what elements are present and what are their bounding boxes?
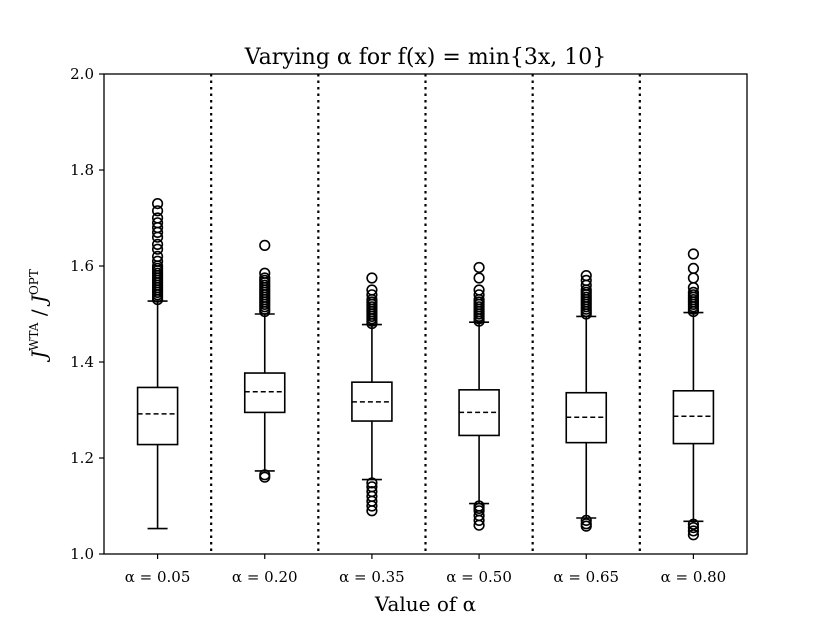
y-tick-label: 2.0	[70, 65, 94, 83]
box-group	[136, 198, 179, 530]
outlier-point	[687, 529, 700, 541]
outlier-point	[366, 477, 378, 489]
outlier-point	[366, 284, 378, 296]
outlier-point	[151, 238, 164, 250]
outlier-point	[151, 255, 164, 267]
outlier-point	[259, 239, 271, 251]
outlier-point	[151, 205, 164, 217]
plot-frame	[103, 73, 748, 555]
y-tick-label: 1.6	[70, 257, 94, 275]
outlier-point	[580, 274, 592, 287]
x-tick-label: α = 0.50	[446, 568, 512, 586]
outlier-point	[473, 284, 485, 296]
outlier-point	[151, 250, 164, 262]
outlier-point	[151, 212, 164, 224]
box	[672, 389, 715, 445]
box-group	[458, 261, 500, 531]
x-tick-label: α = 0.65	[553, 568, 619, 586]
box-group	[243, 239, 286, 483]
outlier-point	[473, 519, 485, 531]
outlier-point	[687, 518, 700, 530]
outlier-point	[687, 272, 700, 284]
outlier-point	[366, 505, 378, 517]
outlier-point	[259, 471, 271, 483]
outlier-point	[473, 289, 485, 301]
box	[243, 372, 286, 414]
outlier-point	[580, 520, 592, 532]
outlier-point	[259, 272, 271, 284]
box-group	[672, 248, 715, 541]
box-group	[565, 270, 608, 532]
y-axis-title-num-sup: WTA	[27, 322, 41, 351]
outlier-point	[151, 198, 164, 210]
outlier-point	[473, 272, 485, 284]
outlier-point	[687, 262, 700, 275]
y-tick-label: 1.2	[70, 449, 94, 467]
outlier-point	[687, 248, 700, 260]
y-axis-title-den: J	[27, 294, 51, 307]
x-axis-title: Value of α	[374, 592, 476, 616]
outlier-point	[151, 243, 164, 255]
outlier-point	[687, 525, 700, 537]
x-tick-label: α = 0.80	[661, 568, 727, 586]
y-tick-label: 1.0	[70, 545, 94, 563]
outlier-point	[473, 261, 485, 274]
outlier-point	[687, 286, 700, 299]
chart-title: Varying α for f(x) = min{3x, 10}	[244, 45, 607, 70]
x-tick-label: α = 0.20	[232, 568, 298, 586]
box-group	[351, 272, 393, 517]
outlier-point	[366, 289, 378, 301]
outlier-point	[366, 500, 378, 512]
y-axis-title-sep: /	[27, 303, 51, 322]
y-tick-label: 1.4	[70, 353, 94, 371]
outlier-point	[366, 272, 378, 284]
outlier-point	[151, 217, 164, 229]
outlier-point	[259, 267, 271, 279]
x-tick-label: α = 0.35	[339, 568, 405, 586]
outlier-point	[580, 270, 592, 282]
y-axis-title-num: J	[27, 350, 51, 363]
outlier-point	[580, 514, 592, 527]
y-axis-title: JWTA / JOPT	[27, 269, 51, 363]
outlier-point	[687, 521, 700, 534]
x-tick-label: α = 0.05	[125, 568, 191, 586]
box	[136, 386, 179, 446]
y-tick-label: 1.8	[70, 161, 94, 179]
outlier-point	[473, 514, 485, 527]
y-axis-title-den-sup: OPT	[27, 269, 41, 295]
